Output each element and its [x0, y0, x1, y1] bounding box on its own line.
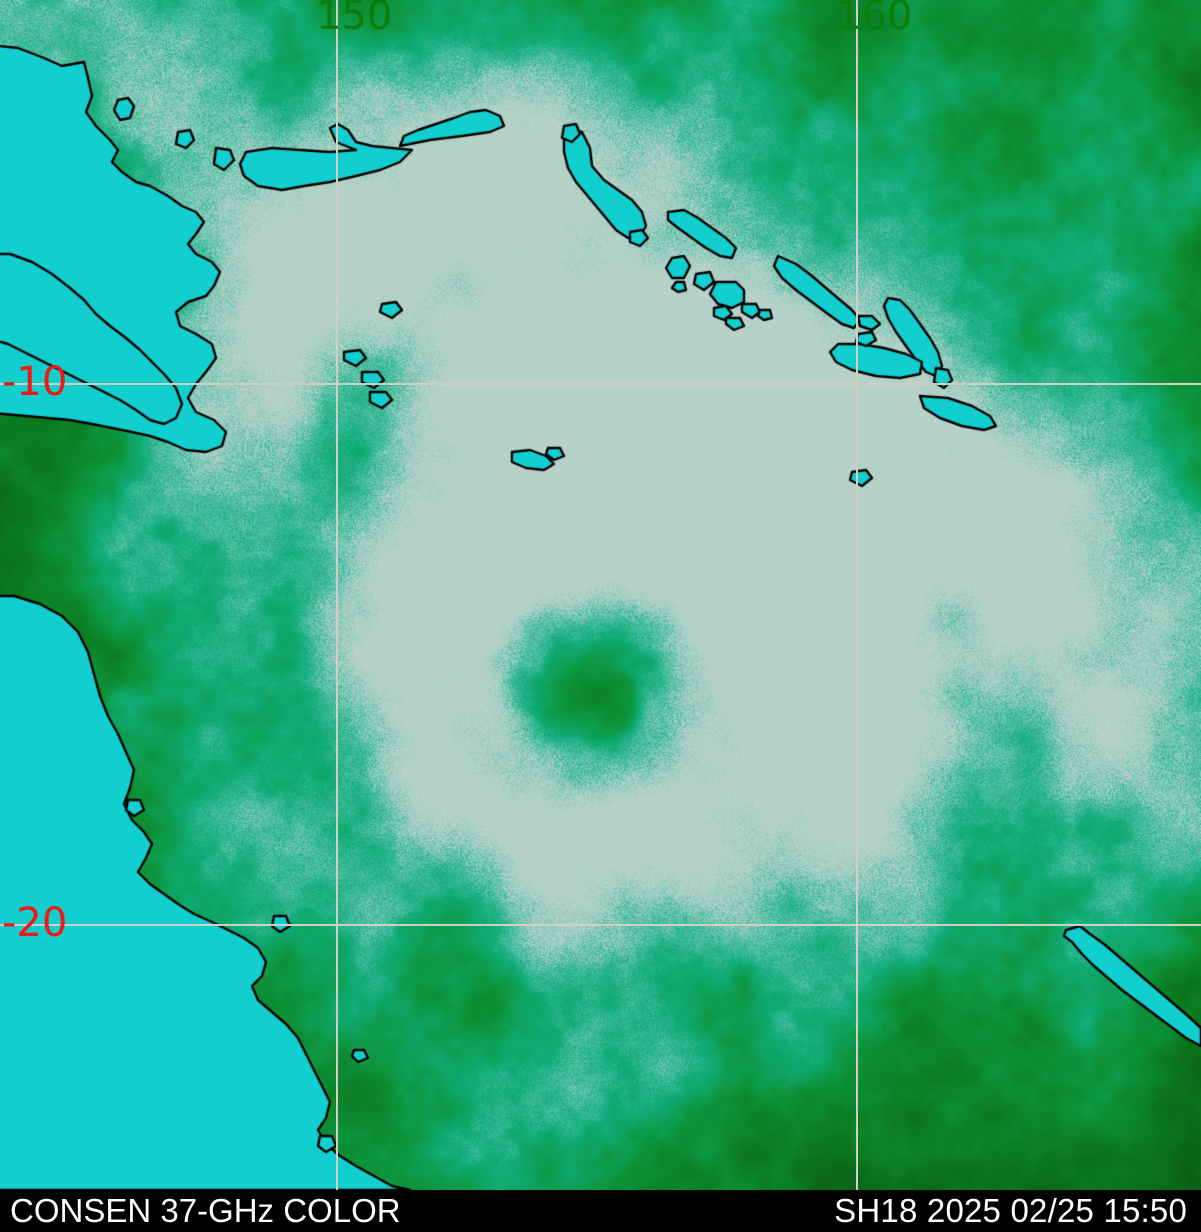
- product-title-label: CONSEN 37-GHz COLOR: [10, 1192, 401, 1229]
- caption-bar: CONSEN 37-GHz COLOR SH18 2025 02/25 15:5…: [0, 1190, 1201, 1232]
- satellite-imagery-panel: [0, 0, 1201, 1190]
- microwave-imagery-canvas: [0, 0, 1201, 1190]
- storm-datetime-label: SH18 2025 02/25 15:50: [834, 1192, 1187, 1229]
